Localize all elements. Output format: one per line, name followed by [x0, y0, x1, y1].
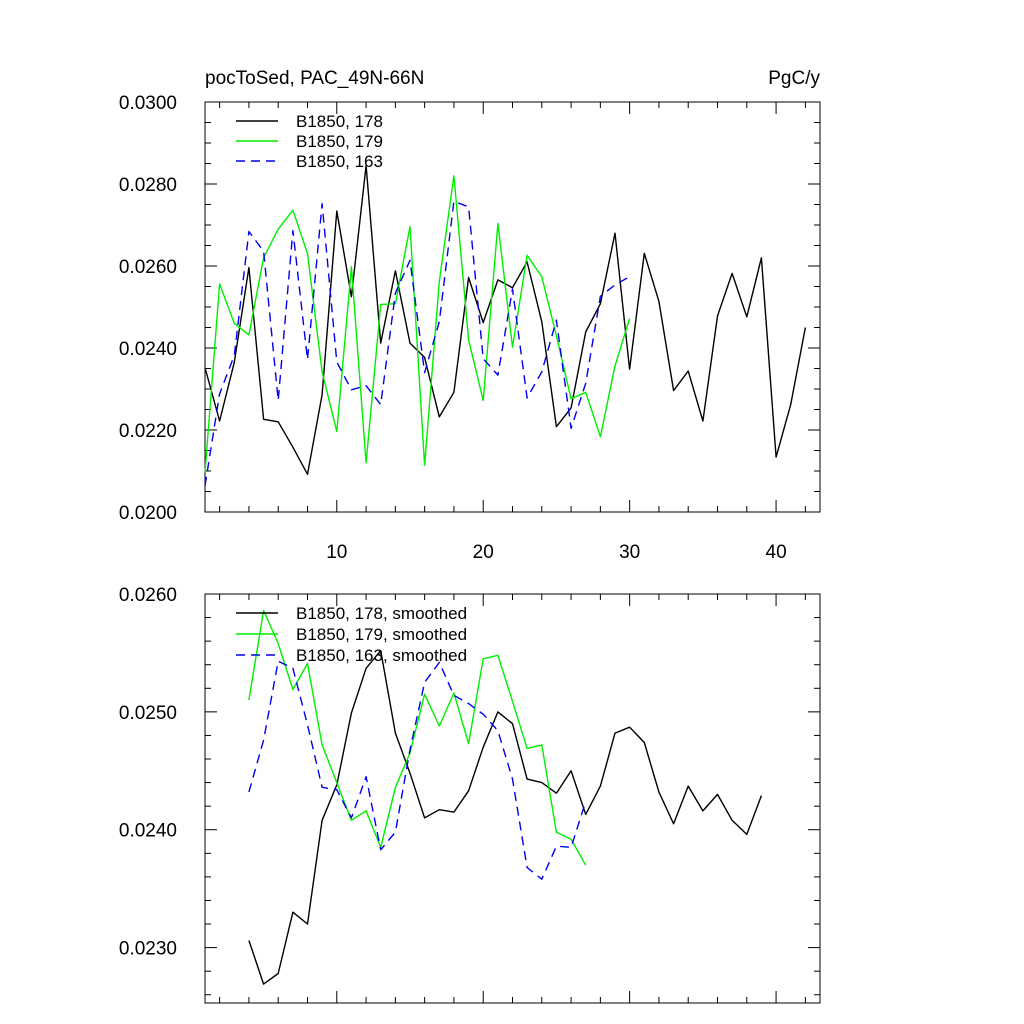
legend-label-1: B1850, 178: [296, 112, 383, 131]
y-tick-label: 0.0300: [119, 93, 177, 114]
x-tick-label: 20: [473, 542, 494, 563]
series-line-2: [248, 609, 587, 866]
series-line-1: [248, 649, 763, 985]
series-line-3: [248, 660, 587, 880]
y-tick-label: 0.0240: [119, 339, 177, 360]
chart-title: pocToSed, PAC_49N-66N: [205, 68, 424, 89]
series-line-1: [204, 164, 807, 475]
legend-label-2: B1850, 179: [296, 132, 383, 151]
y-tick-label: 0.0260: [119, 585, 177, 606]
series-line-2: [204, 175, 631, 473]
legend-label-3: B1850, 163, smoothed: [296, 646, 467, 665]
x-tick-label: 30: [619, 542, 640, 563]
legend-label-2: B1850, 179, smoothed: [296, 625, 467, 644]
top-panel: 10 20 30 40 0.0200 0.0220 0.0240 0.0260 0.0280 0.…: [119, 68, 821, 563]
y-tick-label: 0.0230: [119, 939, 177, 960]
y-tick-label: 0.0280: [119, 175, 177, 196]
x-tick-label: 40: [766, 542, 787, 563]
y-tick-label: 0.0220: [119, 421, 177, 442]
y-tick-label: 0.0250: [119, 703, 177, 724]
x-tick-label: 10: [326, 542, 347, 563]
y-tick-label: 0.0260: [119, 257, 177, 278]
units-label: PgC/y: [768, 68, 820, 89]
legend-label-3: B1850, 163: [296, 152, 383, 171]
y-tick-label: 0.0240: [119, 821, 177, 842]
legend-label-1: B1850, 178, smoothed: [296, 604, 467, 623]
series-line-3: [204, 200, 630, 486]
y-tick-label: 0.0200: [119, 503, 177, 524]
bottom-panel: 0.0230 0.0240 0.0250 0.0260 B1850, 178, smoo…: [119, 585, 821, 1004]
